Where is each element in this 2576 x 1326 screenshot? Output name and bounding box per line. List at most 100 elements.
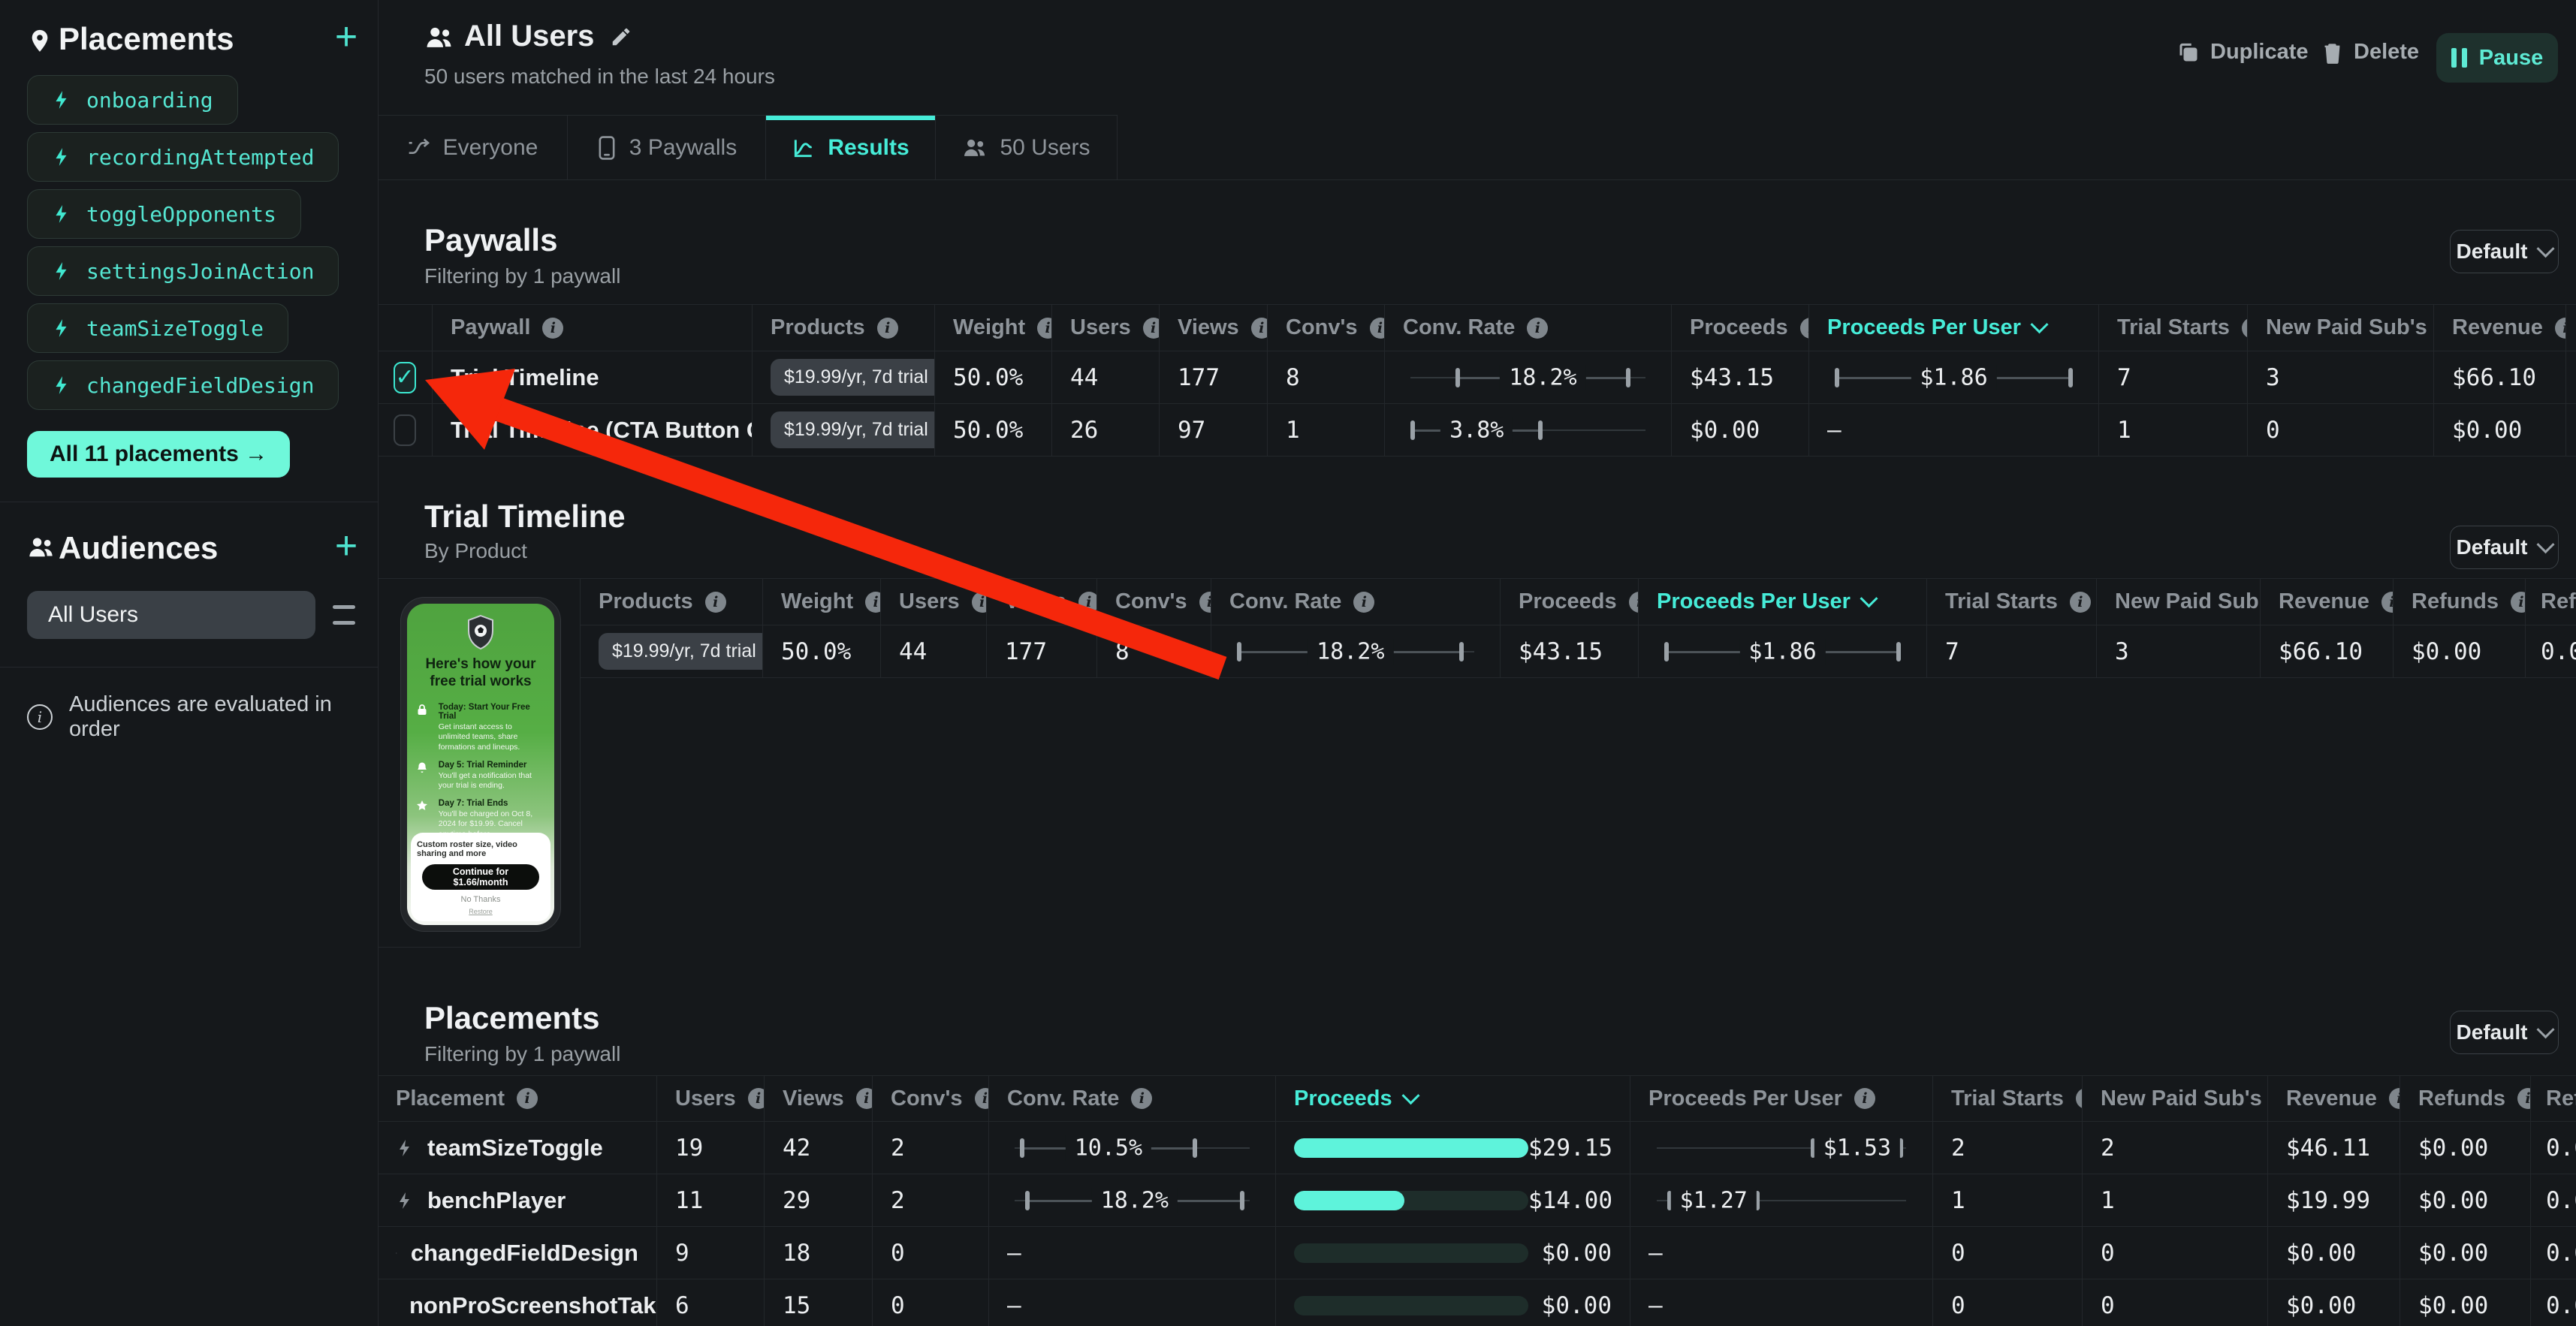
col-revenue[interactable]: Revenuei xyxy=(2268,1076,2400,1122)
preview-restore[interactable]: Restore xyxy=(469,908,493,915)
matched-users-subtitle: 50 users matched in the last 24 hours xyxy=(424,65,775,88)
edit-pencil-icon[interactable] xyxy=(610,26,632,48)
info-icon: i xyxy=(974,1088,988,1109)
col-proceeds-per-user[interactable]: Proceeds Per User xyxy=(1809,305,2099,351)
tab-everyone[interactable]: Everyone xyxy=(378,115,568,179)
col-weight[interactable]: Weight i xyxy=(935,305,1052,351)
range-widget: 18.2% xyxy=(1229,625,1482,677)
col-products[interactable]: Products i xyxy=(753,305,935,351)
table-row: ✓ xyxy=(378,351,433,404)
refunds-cell: $0.00 xyxy=(2400,1122,2531,1174)
range-widget: $1.53 xyxy=(1648,1122,1914,1174)
products-cell: $19.99/yr, 7d trial xyxy=(753,404,935,457)
add-audience-button[interactable]: + xyxy=(329,526,363,565)
col-convs[interactable]: Conv'si xyxy=(1097,579,1211,625)
tab-label: 3 Paywalls xyxy=(629,134,738,160)
proceeds-bar xyxy=(1294,1243,1528,1263)
col-revenue[interactable]: Revenuei xyxy=(2261,579,2394,625)
row-checkbox-unchecked[interactable]: ✓ xyxy=(394,414,416,446)
products-cell: $19.99/yr, 7d trial xyxy=(753,351,935,404)
views-cell: 18 xyxy=(765,1227,873,1279)
col-views[interactable]: Views i xyxy=(987,579,1097,625)
col-users[interactable]: Users i xyxy=(657,1076,765,1122)
col-users[interactable]: Users i xyxy=(881,579,987,625)
col-new-paid-subs[interactable]: New Paid Sub'si xyxy=(2248,305,2434,351)
tab-users[interactable]: 50 Users xyxy=(936,115,1118,179)
col-views[interactable]: Views i xyxy=(765,1076,873,1122)
tab-paywalls[interactable]: 3 Paywalls xyxy=(568,115,766,179)
placement-tag[interactable]: recordingAttempted xyxy=(27,132,339,182)
preview-decline[interactable]: No Thanks xyxy=(460,895,501,904)
product-default-dropdown[interactable]: Default xyxy=(2450,526,2559,569)
col-new-paid-subs[interactable]: New Paid Sub'si xyxy=(2083,1076,2268,1122)
clipped-cell xyxy=(2566,404,2576,457)
row-checkbox-checked[interactable]: ✓ xyxy=(394,361,416,393)
col-proceeds-per-user[interactable]: Proceeds Per User xyxy=(1639,579,1927,625)
col-refund-rate[interactable]: Refund Rate xyxy=(2531,1076,2576,1122)
placement-tag[interactable]: toggleOpponents xyxy=(27,189,301,239)
placement-tag[interactable]: changedFieldDesign xyxy=(27,360,339,410)
paywall-preview-cell: Here's how your free trial works Today: … xyxy=(378,578,581,948)
refund-rate-cell: 0.0% xyxy=(2531,1122,2576,1174)
chart-icon xyxy=(795,139,813,157)
drag-handle-icon[interactable] xyxy=(333,605,355,625)
views-cell: 177 xyxy=(1160,351,1268,404)
trial-starts-cell: 1 xyxy=(1933,1174,2083,1227)
col-proceeds-per-user[interactable]: Proceeds Per User i xyxy=(1630,1076,1933,1122)
placement-tag[interactable]: teamSizeToggle xyxy=(27,303,289,353)
col-conv-rate[interactable]: Conv. Rate i xyxy=(989,1076,1276,1122)
col-proceeds[interactable]: Proceedsi xyxy=(1501,579,1639,625)
duplicate-button[interactable]: Duplicate xyxy=(2173,39,2313,65)
col-users[interactable]: Users i xyxy=(1052,305,1160,351)
refund-rate-cell: 0.0% xyxy=(2526,625,2576,678)
sidebar: Placements + onboarding recordingAttempt… xyxy=(0,0,379,1326)
placement-tag[interactable]: settingsJoinAction xyxy=(27,246,339,296)
preview-cta-button[interactable]: Continue for $1.66/month xyxy=(421,864,540,890)
paywall-name[interactable]: Trial Timeline (CTA Button Change) xyxy=(433,404,753,457)
sidebar-divider xyxy=(0,667,378,668)
col-refunds[interactable]: Refunds i xyxy=(2394,579,2526,625)
paywalls-section-subtitle: Filtering by 1 paywall xyxy=(424,264,621,288)
col-refunds[interactable]: Refunds i xyxy=(2400,1076,2531,1122)
col-products[interactable]: Products i xyxy=(581,579,763,625)
delete-button[interactable]: Delete xyxy=(2318,39,2424,65)
new-paid-subs-cell: 2 xyxy=(2083,1122,2268,1174)
duplicate-icon xyxy=(2179,43,2197,61)
placements-default-dropdown[interactable]: Default xyxy=(2450,1011,2559,1054)
placement-name[interactable]: changedFieldDesign xyxy=(378,1227,657,1279)
placement-name[interactable]: nonProScreenshotTaken xyxy=(378,1279,657,1326)
all-placements-button[interactable]: All 11 placements → xyxy=(27,431,291,478)
col-paywall[interactable]: Paywall i xyxy=(433,305,753,351)
col-views[interactable]: Views i xyxy=(1160,305,1268,351)
paywalls-default-dropdown[interactable]: Default xyxy=(2450,230,2559,273)
col-placement[interactable]: Placement i xyxy=(378,1076,657,1122)
col-conv-rate[interactable]: Conv. Rate i xyxy=(1385,305,1672,351)
col-proceeds[interactable]: Proceedsi xyxy=(1672,305,1809,351)
add-placement-button[interactable]: + xyxy=(329,17,363,56)
placement-name[interactable]: teamSizeToggle xyxy=(378,1122,657,1174)
users-cell: 26 xyxy=(1052,404,1160,457)
col-proceeds[interactable]: Proceeds xyxy=(1276,1076,1630,1122)
col-weight[interactable]: Weight i xyxy=(763,579,881,625)
placement-tag[interactable]: onboarding xyxy=(27,75,238,125)
info-icon: i xyxy=(2554,317,2565,339)
placement-name[interactable]: benchPlayer xyxy=(378,1174,657,1227)
new-paid-subs-cell: 0 xyxy=(2248,404,2434,457)
paywall-preview-phone[interactable]: Here's how your free trial works Today: … xyxy=(400,597,561,932)
paywall-name[interactable]: Trial Timeline xyxy=(433,351,753,404)
preview-bottom-sheet: Custom roster size, video sharing and mo… xyxy=(411,833,550,921)
audience-item-all-users[interactable]: All Users xyxy=(27,591,315,639)
col-conv-rate[interactable]: Conv. Rate i xyxy=(1211,579,1501,625)
pause-button[interactable]: Pause xyxy=(2436,33,2558,83)
col-refund-rate[interactable]: Refund Rate xyxy=(2526,579,2576,625)
convs-cell: 1 xyxy=(1268,404,1385,457)
tab-results[interactable]: Results xyxy=(766,115,936,179)
col-new-paid-subs[interactable]: New Paid Sub'si xyxy=(2097,579,2261,625)
ppu-cell: $1.86 xyxy=(1639,625,1927,678)
col-revenue[interactable]: Revenuei xyxy=(2434,305,2566,351)
